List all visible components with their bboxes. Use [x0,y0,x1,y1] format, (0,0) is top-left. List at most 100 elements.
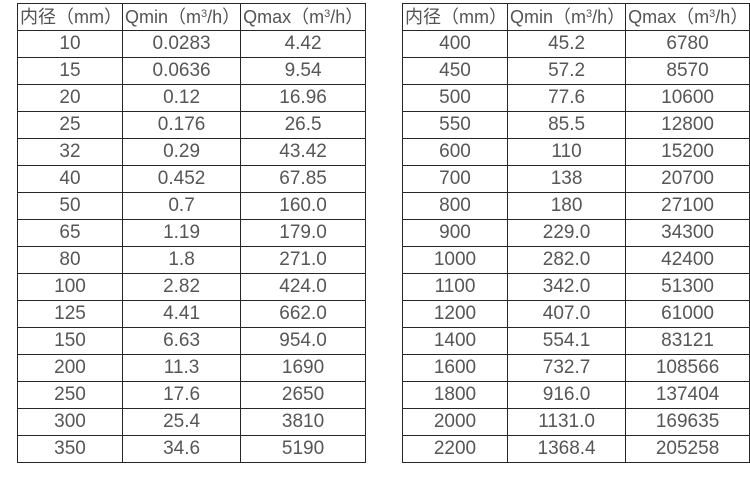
cell-qmin: 45.2 [506,30,627,58]
cell-qmin: 0.7 [121,192,242,220]
cell-diameter: 40 [17,165,123,193]
header-inner-diameter: 内径（mm） [17,3,123,31]
table-row: 80 1.8 271.0 [17,246,366,274]
cell-qmin: 110 [506,138,627,166]
cell-qmax: 26.5 [240,111,366,139]
cell-qmax: 61000 [625,300,750,328]
cell-qmin: 57.2 [506,57,627,85]
cell-diameter: 50 [17,192,123,220]
table-row: 350 34.6 5190 [17,435,366,463]
cell-qmax: 42400 [625,246,750,274]
cell-diameter: 10 [17,30,123,58]
header-qmax: Qmax（m3/h） [240,3,366,31]
table-row: 2000 1131.0 169635 [402,408,750,436]
table-row: 10 0.0283 4.42 [17,30,366,58]
table-row: 1800 916.0 137404 [402,381,750,409]
cell-qmax: 9.54 [240,57,366,85]
cell-qmax: 954.0 [240,327,366,355]
cell-diameter: 250 [17,381,123,409]
cell-qmin: 2.82 [121,273,242,301]
table-row: 150 6.63 954.0 [17,327,366,355]
cell-qmin: 1.19 [121,219,242,247]
table-row: 15 0.0636 9.54 [17,57,366,85]
cubed-superscript: 3 [201,8,208,20]
table-row: 50 0.7 160.0 [17,192,366,220]
cell-qmax: 20700 [625,165,750,193]
cell-diameter: 1100 [402,273,508,301]
cell-qmax: 34300 [625,219,750,247]
cell-qmin: 11.3 [121,354,242,382]
cell-qmin: 4.41 [121,300,242,328]
header-qmin: Qmin（m3/h） [121,3,242,31]
header-qmax: Qmax（m3/h） [625,3,750,31]
cell-qmax: 51300 [625,273,750,301]
qmin-unit-suffix: /h） [207,7,241,27]
cell-diameter: 1200 [402,300,508,328]
cell-diameter: 600 [402,138,508,166]
cell-qmin: 17.6 [121,381,242,409]
cell-qmin: 342.0 [506,273,627,301]
cell-qmax: 179.0 [240,219,366,247]
cell-qmax: 108566 [625,354,750,382]
cell-qmin: 6.63 [121,327,242,355]
qmin-unit-prefix: Qmin（m [125,7,201,27]
cell-qmax: 83121 [625,327,750,355]
cell-diameter: 80 [17,246,123,274]
cell-diameter: 20 [17,84,123,112]
cell-diameter: 125 [17,300,123,328]
cell-qmin: 25.4 [121,408,242,436]
cell-qmax: 6780 [625,30,750,58]
cell-diameter: 1600 [402,354,508,382]
cubed-superscript: 3 [324,8,331,20]
table-row: 20 0.12 16.96 [17,84,366,112]
qmin-unit-suffix: /h） [592,7,626,27]
cell-qmax: 15200 [625,138,750,166]
cell-qmax: 2650 [240,381,366,409]
table-body: 10 0.0283 4.42 15 0.0636 9.54 20 0.12 16.96 25 0.1… [17,30,366,463]
qmax-unit-suffix: /h） [330,7,364,27]
flow-tables-container: 内径（mm） Qmin（m3/h） Qmax（m3/h） 10 0.0283 4.4… [17,3,750,463]
header-row: 内径（mm） Qmin（m3/h） Qmax（m3/h） [17,3,366,31]
cell-diameter: 2200 [402,435,508,463]
cell-qmin: 0.452 [121,165,242,193]
cell-diameter: 32 [17,138,123,166]
table-row: 1200 407.0 61000 [402,300,750,328]
cell-diameter: 2000 [402,408,508,436]
cell-qmin: 34.6 [121,435,242,463]
qmax-unit-prefix: Qmax（m [243,7,325,27]
cell-diameter: 400 [402,30,508,58]
cell-qmax: 67.85 [240,165,366,193]
table-row: 25 0.176 26.5 [17,111,366,139]
qmin-unit-prefix: Qmin（m [510,7,586,27]
cell-diameter: 200 [17,354,123,382]
cell-diameter: 900 [402,219,508,247]
cell-diameter: 15 [17,57,123,85]
cell-qmin: 732.7 [506,354,627,382]
cell-qmin: 0.29 [121,138,242,166]
cell-diameter: 350 [17,435,123,463]
cell-qmax: 4.42 [240,30,366,58]
cell-diameter: 65 [17,219,123,247]
cell-qmin: 138 [506,165,627,193]
cell-qmax: 424.0 [240,273,366,301]
table-body: 400 45.2 6780 450 57.2 8570 500 77.6 10600 550 85.… [402,30,750,463]
cell-qmax: 16.96 [240,84,366,112]
table-row: 550 85.5 12800 [402,111,750,139]
flow-table-large-diameters: 内径（mm） Qmin（m3/h） Qmax（m3/h） 400 45.2 6780… [402,3,750,463]
cell-qmax: 1690 [240,354,366,382]
cell-qmin: 0.0283 [121,30,242,58]
header-qmin: Qmin（m3/h） [506,3,627,31]
table-row: 32 0.29 43.42 [17,138,366,166]
cell-qmin: 282.0 [506,246,627,274]
cell-diameter: 550 [402,111,508,139]
table-row: 500 77.6 10600 [402,84,750,112]
table-row: 40 0.452 67.85 [17,165,366,193]
cell-diameter: 1000 [402,246,508,274]
cell-qmin: 1131.0 [506,408,627,436]
table-row: 65 1.19 179.0 [17,219,366,247]
table-row: 200 11.3 1690 [17,354,366,382]
cell-qmin: 180 [506,192,627,220]
cubed-superscript: 3 [586,8,593,20]
cell-qmin: 0.176 [121,111,242,139]
cell-qmin: 229.0 [506,219,627,247]
